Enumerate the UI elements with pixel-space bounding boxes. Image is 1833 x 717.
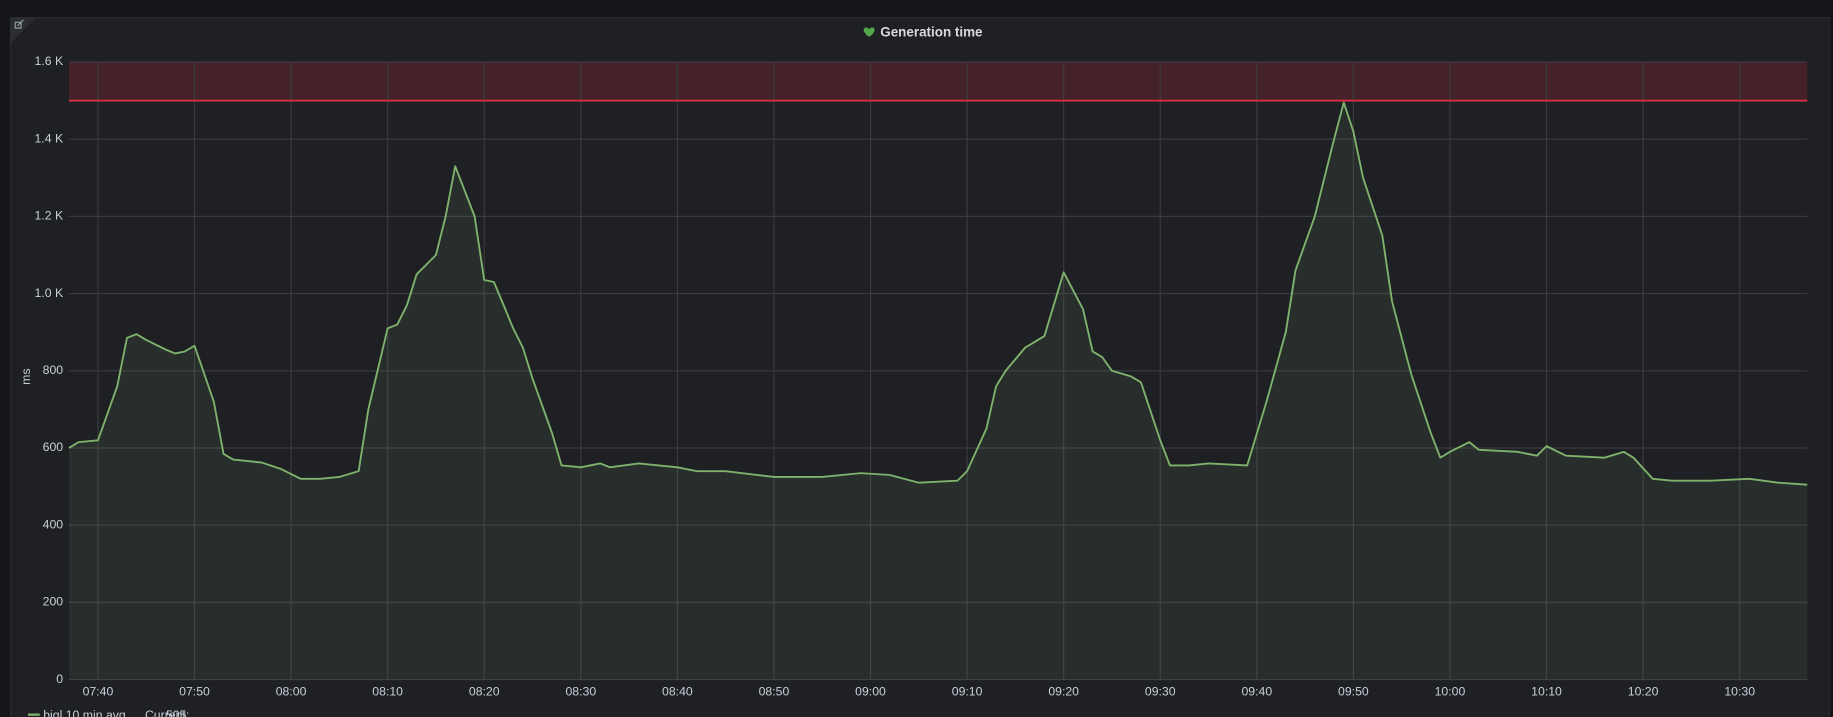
panel xyxy=(9,16,1831,717)
x-tick-label: 09:50 xyxy=(1338,685,1369,699)
y-axis-label: ms xyxy=(19,368,33,384)
x-tick-label: 07:40 xyxy=(83,685,114,699)
x-tick-label: 10:10 xyxy=(1531,685,1562,699)
x-tick-label: 09:10 xyxy=(952,685,983,699)
y-tick-label: 600 xyxy=(43,440,64,454)
y-tick-label: 800 xyxy=(43,363,64,377)
legend-current-value: 505 xyxy=(166,708,187,717)
x-tick-label: 07:50 xyxy=(179,685,210,699)
x-tick-label: 09:40 xyxy=(1241,685,1272,699)
y-tick-label: 1.4 K xyxy=(34,131,63,145)
y-tick-label: 0 xyxy=(56,672,63,686)
chart-title: Generation time xyxy=(880,24,983,39)
line xyxy=(68,101,1808,486)
x-tick-label: 10:30 xyxy=(1724,685,1755,699)
heart-icon xyxy=(863,27,875,37)
x-tick-label: 08:00 xyxy=(276,685,307,699)
area xyxy=(68,102,1808,680)
y-tick-label: 1.0 K xyxy=(34,286,63,300)
link-icon[interactable] xyxy=(14,19,24,29)
y-tick-label: 200 xyxy=(43,595,64,609)
x-tick-label: 08:20 xyxy=(469,685,500,699)
x-tick-label: 08:10 xyxy=(372,685,403,699)
x-tick-label: 08:50 xyxy=(759,685,790,699)
y-tick-label: 1.2 K xyxy=(34,209,63,223)
x-tick-label: 09:20 xyxy=(1048,685,1079,699)
threshold-region xyxy=(68,61,1808,101)
x-tick-label: 08:40 xyxy=(662,685,693,699)
x-tick-label: 10:20 xyxy=(1628,685,1659,699)
x-tick-label: 08:30 xyxy=(565,685,596,699)
y-tick-label: 400 xyxy=(43,517,64,531)
y-tick-label: 1.6 K xyxy=(34,54,63,68)
x-tick-label: 09:30 xyxy=(1145,685,1176,699)
x-tick-label: 09:00 xyxy=(855,685,886,699)
legend-label: bigl 10 min avg xyxy=(43,708,126,717)
legend-current-label: Current: xyxy=(145,708,189,717)
x-tick-label: 10:00 xyxy=(1435,685,1466,699)
